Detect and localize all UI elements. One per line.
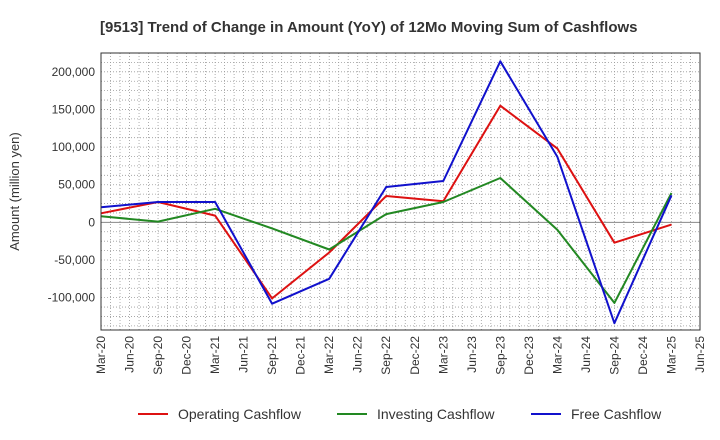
x-tick-label: Mar-25 — [664, 336, 678, 374]
y-tick-labels: -100,000 -50,000 0 50,000 100,000 150,000 200,… — [48, 65, 96, 305]
x-tick-label: Dec-21 — [294, 336, 308, 375]
x-tick-label: Sep-20 — [151, 336, 165, 375]
legend: Operating Cashflow Investing Cashflow Free… — [138, 406, 662, 422]
x-tick-label: Jun-24 — [579, 336, 593, 373]
series-line-operating-cashflow — [100, 104, 672, 300]
x-tick-label: Dec-20 — [180, 336, 194, 375]
y-axis-title: Amount (million yen) — [7, 132, 22, 251]
x-tick-label: Jun-25 — [693, 336, 707, 373]
series-lines — [100, 60, 673, 325]
x-tick-label: Mar-20 — [94, 336, 108, 374]
x-tick-labels: Mar-20 Jun-20 Sep-20 Dec-20 Mar-21 Jun-21 Sep-… — [94, 336, 707, 375]
legend-label: Free Cashflow — [571, 406, 662, 422]
x-tick-label: Mar-23 — [436, 336, 450, 374]
x-tick-label: Mar-22 — [322, 336, 336, 374]
legend-item-operating-cashflow: Operating Cashflow — [138, 406, 302, 422]
legend-label: Investing Cashflow — [377, 406, 495, 422]
y-tick-label: 0 — [88, 215, 95, 229]
y-tick-label: -50,000 — [54, 253, 95, 267]
y-tick-label: 50,000 — [58, 178, 95, 192]
x-tick-label: Mar-21 — [208, 336, 222, 374]
y-tick-label: 150,000 — [52, 102, 96, 116]
x-tick-label: Sep-24 — [607, 336, 621, 375]
x-tick-label: Sep-23 — [493, 336, 507, 375]
y-tick-label: 200,000 — [52, 65, 96, 79]
x-tick-label: Jun-23 — [465, 336, 479, 373]
chart-title: [9513] Trend of Change in Amount (YoY) o… — [100, 19, 638, 36]
x-tick-label: Sep-22 — [379, 336, 393, 375]
series-line-free-cashflow — [100, 60, 673, 325]
x-tick-label: Jun-20 — [123, 336, 137, 373]
plot-area — [100, 52, 701, 331]
x-tick-label: Mar-24 — [550, 336, 564, 374]
legend-label: Operating Cashflow — [178, 406, 302, 422]
x-tick-label: Dec-24 — [636, 336, 650, 375]
plot-background — [101, 53, 700, 330]
x-tick-label: Dec-22 — [408, 336, 422, 375]
x-tick-label: Jun-21 — [237, 336, 251, 373]
x-tick-label: Jun-22 — [351, 336, 365, 373]
y-tick-label: 100,000 — [52, 140, 96, 154]
plot-border — [100, 52, 701, 331]
x-tick-label: Sep-21 — [265, 336, 279, 375]
legend-item-investing-cashflow: Investing Cashflow — [337, 406, 495, 422]
y-tick-label: -100,000 — [48, 291, 96, 305]
legend-item-free-cashflow: Free Cashflow — [531, 406, 662, 422]
series-line-investing-cashflow — [100, 177, 673, 304]
x-tick-label: Dec-23 — [522, 336, 536, 375]
